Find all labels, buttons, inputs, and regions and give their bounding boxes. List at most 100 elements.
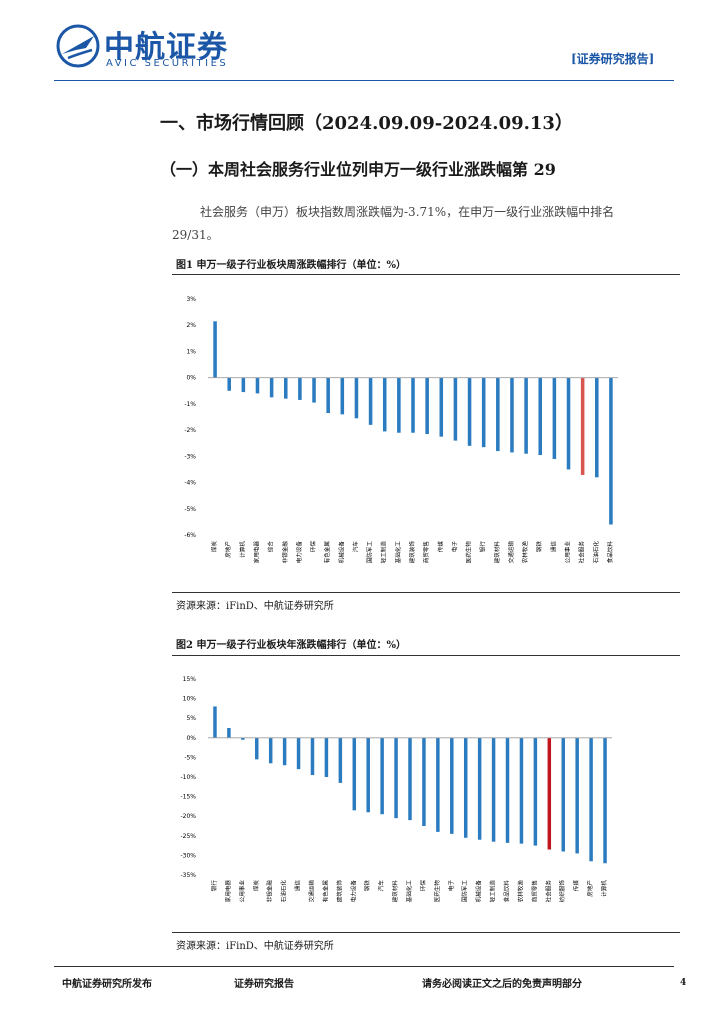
yearly-bar: [491, 737, 496, 842]
yearly-category-label: 计算机: [600, 880, 608, 897]
yearly-bar: [324, 737, 329, 777]
footer-mid: 证券研究报告: [234, 979, 294, 990]
weekly-category-label: 有色金属: [323, 541, 331, 564]
yearly-ytick-label: -35%: [180, 872, 196, 879]
yearly-bar: [505, 737, 510, 843]
yearly-bar: [463, 737, 468, 838]
footer-rule: [54, 966, 674, 967]
yearly-change-bar-chart: 15% 10% 5% 0% -5% -10% -15% -20% -25% -30% -35% 银行家…: [180, 676, 612, 903]
weekly-category-label: 国防军工: [366, 541, 374, 564]
yearly-category-label: 非银金融: [266, 880, 274, 903]
weekly-bar: [227, 377, 231, 391]
yearly-ytick-label: -5%: [184, 754, 196, 761]
weekly-bar: [354, 377, 359, 419]
figure2-source: 资源来源：iFinD、中航证券研究所: [176, 941, 334, 952]
weekly-ytick-label: -5%: [184, 506, 196, 513]
yearly-category-label: 有色金属: [321, 880, 329, 903]
weekly-category-label: 计算机: [238, 541, 246, 558]
figure1-bottom-rule: [172, 592, 680, 593]
yearly-bar: [255, 737, 259, 760]
weekly-category-label: 房地产: [224, 541, 232, 558]
weekly-bar: [566, 377, 571, 470]
yearly-category-label: 国防军工: [461, 880, 469, 903]
figure1-title: 图1 申万一级子行业板块周涨跌幅排行（单位：%）: [176, 260, 406, 271]
weekly-bar: [298, 377, 302, 400]
logo: 中航证券 AVIC SECURITIES: [56, 22, 256, 72]
weekly-category-label: 电力设备: [295, 541, 303, 564]
weekly-category-label: 商贸零售: [422, 541, 430, 564]
yearly-category-label: 通信: [294, 880, 302, 892]
yearly-bar: [394, 737, 398, 819]
yearly-bar: [282, 737, 287, 766]
yearly-category-label: 电力设备: [349, 880, 357, 903]
yearly-bar: [268, 737, 273, 764]
section-title: 一、市场行情回顾（2024.09.09-2024.09.13）: [160, 113, 573, 134]
yearly-ytick-label: 10%: [183, 696, 197, 703]
yearly-category-label: 轻工制造: [489, 880, 497, 903]
weekly-category-label: 农林牧渔: [521, 541, 529, 564]
weekly-bar: [340, 377, 345, 415]
weekly-bar: [524, 377, 528, 454]
weekly-bar: [467, 377, 472, 446]
yearly-bar: [338, 737, 343, 783]
figure2-bottom-rule: [172, 932, 680, 933]
logo-en-text: AVIC SECURITIES: [106, 58, 229, 69]
yearly-bar: [547, 737, 552, 850]
figure1-source: 资源来源：iFinD、中航证券研究所: [176, 601, 334, 612]
yearly-category-label: 社会服务: [544, 880, 552, 903]
yearly-category-label: 建筑材料: [391, 880, 399, 903]
weekly-bar: [481, 377, 486, 448]
yearly-category-label: 银行: [210, 880, 218, 892]
weekly-category-label: 社会服务: [578, 541, 586, 564]
page-number: 4: [680, 978, 687, 988]
yearly-bar: [589, 737, 593, 862]
weekly-category-label: 综合: [267, 541, 275, 553]
weekly-ytick-label: 0%: [186, 375, 196, 382]
yearly-category-label: 汽车: [377, 880, 385, 892]
weekly-category-label: 银行: [479, 541, 487, 553]
yearly-bar: [213, 706, 217, 738]
yearly-category-label: 基础化工: [405, 880, 413, 903]
header-rule: [54, 80, 674, 81]
yearly-ytick-label: 5%: [186, 715, 196, 722]
weekly-category-label: 煤炭: [210, 541, 218, 553]
yearly-ytick-label: -15%: [180, 794, 196, 801]
weekly-ytick-label: -6%: [184, 532, 196, 539]
weekly-bar: [595, 377, 599, 478]
yearly-bar: [422, 737, 426, 826]
yearly-bar: [380, 737, 384, 815]
yearly-bar: [227, 728, 231, 738]
figure2-top-rule: [172, 655, 680, 656]
yearly-category-label: 商贸零售: [530, 880, 538, 903]
weekly-bar: [439, 377, 444, 437]
yearly-bar: [408, 737, 412, 821]
subsection-title: （一）本周社会服务行业位列申万一级行业涨跌幅第 29: [160, 160, 556, 179]
weekly-category-label: 通信: [549, 541, 557, 553]
yearly-bar: [533, 737, 538, 846]
weekly-category-label: 轻工制造: [380, 541, 388, 564]
weekly-category-label: 基础化工: [394, 541, 402, 564]
yearly-bar: [519, 737, 524, 844]
weekly-bar: [368, 377, 373, 425]
weekly-bar: [552, 377, 557, 459]
weekly-ytick-label: -2%: [184, 427, 196, 434]
yearly-ytick-label: -10%: [180, 774, 196, 781]
yearly-bar: [561, 737, 565, 852]
weekly-ytick-label: -3%: [184, 453, 196, 460]
yearly-category-label: 机械设备: [475, 880, 483, 903]
logo-cn-text: 中航证券: [104, 30, 228, 65]
yearly-category-label: 钢铁: [363, 880, 371, 892]
weekly-category-label: 环保: [309, 541, 317, 553]
yearly-category-label: 公用事业: [238, 880, 246, 903]
paragraph-line-2: 29/31。: [172, 228, 219, 242]
yearly-bar: [366, 737, 370, 813]
yearly-ytick-label: 0%: [186, 735, 196, 742]
weekly-change-bar-chart: 3% 2% 1% 0% -1% -2% -3% -4% -5% -6% 煤炭 房地产 计算机 家用电器 综合…: [184, 296, 618, 564]
yearly-ytick-label: 15%: [183, 676, 197, 683]
weekly-bar: [580, 377, 585, 475]
yearly-category-label: 传媒: [572, 880, 580, 892]
paragraph-line-1: 社会服务（申万）板块指数周涨跌幅为-3.71%，在申万一级行业涨跌幅中排名: [200, 205, 615, 219]
weekly-category-label: 汽车: [351, 541, 359, 553]
yearly-bar: [241, 737, 245, 740]
yearly-ytick-label: -20%: [180, 813, 196, 820]
